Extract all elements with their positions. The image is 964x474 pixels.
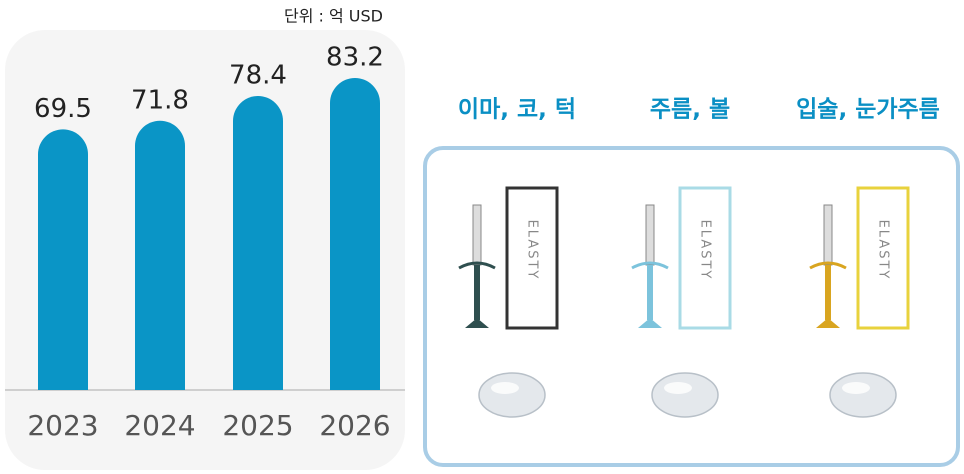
gel-blob bbox=[651, 372, 719, 418]
x-tick-label: 2024 bbox=[124, 409, 195, 442]
value-label: 71.8 bbox=[131, 85, 189, 115]
syringe-flange bbox=[458, 261, 496, 270]
chart-panel bbox=[5, 30, 405, 470]
bar bbox=[233, 96, 283, 390]
brand-text: ELASTY bbox=[525, 220, 540, 281]
syringe-fill bbox=[825, 265, 831, 320]
product-group: 이마, 코, 턱 ELASTY 주름, 볼 ELASTY 입술, 눈가주름 ELASTY bbox=[458, 97, 940, 418]
syringe-base bbox=[638, 318, 662, 328]
syringe-barrel bbox=[472, 204, 482, 266]
value-label: 69.5 bbox=[34, 94, 92, 124]
bar bbox=[330, 78, 380, 390]
syringe-barrel bbox=[823, 204, 833, 266]
syringe-base bbox=[816, 318, 840, 328]
product-label: 이마, 코, 턱 bbox=[458, 97, 576, 123]
gel-blob bbox=[478, 372, 546, 418]
x-tick-label: 2023 bbox=[27, 409, 98, 442]
product-box bbox=[505, 186, 559, 330]
value-label: 83.2 bbox=[326, 43, 384, 73]
x-tick-label: 2025 bbox=[222, 409, 293, 442]
product-label: 입술, 눈가주름 bbox=[796, 97, 940, 123]
gel-blob bbox=[829, 372, 897, 418]
gel-highlight bbox=[491, 382, 519, 394]
bar bbox=[135, 120, 185, 390]
product-label: 주름, 볼 bbox=[650, 97, 730, 123]
product-box bbox=[856, 186, 910, 330]
syringe-fill bbox=[647, 265, 653, 320]
unit-note: 단위 : 억 USD bbox=[284, 7, 383, 26]
syringe-flange bbox=[809, 261, 847, 270]
bar bbox=[38, 129, 88, 390]
product-box bbox=[678, 186, 732, 330]
syringe-flange bbox=[631, 261, 669, 270]
gel-highlight bbox=[842, 382, 870, 394]
syringe-fill bbox=[474, 265, 480, 320]
value-label: 78.4 bbox=[229, 61, 287, 91]
brand-text: ELASTY bbox=[698, 220, 713, 281]
brand-text: ELASTY bbox=[876, 220, 891, 281]
x-tick-label: 2026 bbox=[319, 409, 390, 442]
gel-highlight bbox=[664, 382, 692, 394]
syringe-base bbox=[465, 318, 489, 328]
syringe-barrel bbox=[645, 204, 655, 266]
